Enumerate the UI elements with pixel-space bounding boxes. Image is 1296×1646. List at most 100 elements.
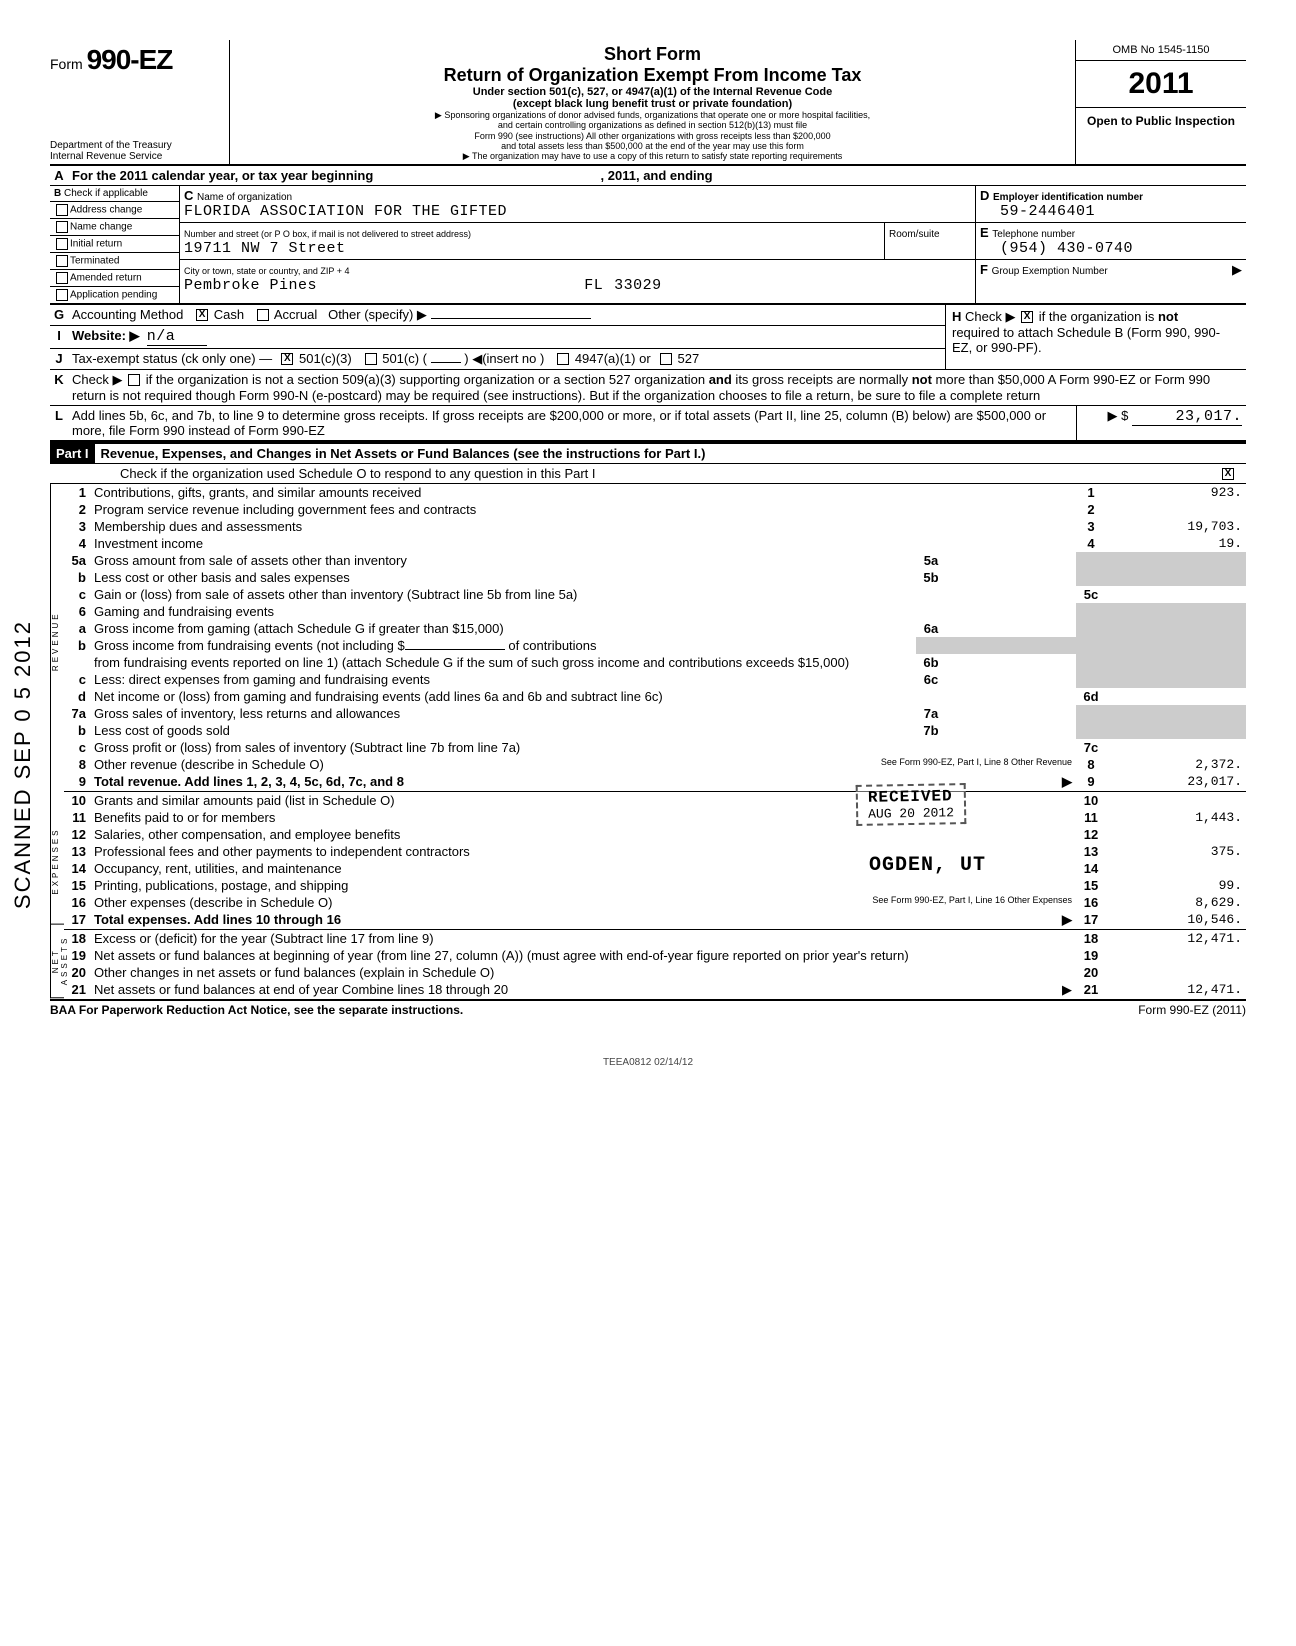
mb5a: 5a: [916, 552, 946, 569]
shade7: [1076, 705, 1106, 739]
d9: Total revenue. Add lines 1, 2, 3, 4, 5c,…: [94, 774, 404, 789]
e-label: Telephone number: [992, 229, 1075, 240]
h-not: not: [1158, 309, 1178, 324]
g-other-input[interactable]: [431, 318, 591, 319]
d7a: Gross sales of inventory, less returns a…: [90, 705, 916, 722]
phone: (954) 430-0740: [980, 240, 1133, 257]
ma7a: [946, 705, 1076, 722]
b21: 21: [1076, 981, 1106, 999]
chk-4947[interactable]: [557, 353, 569, 365]
form-number-block: Form 990-EZ: [50, 44, 223, 76]
chk-terminated[interactable]: [56, 255, 68, 267]
form-number: 990-EZ: [87, 44, 173, 75]
d12: Salaries, other compensation, and employ…: [90, 826, 1076, 843]
label-k: K: [50, 370, 68, 405]
n6d: d: [64, 688, 90, 705]
n12: 12: [64, 826, 90, 843]
n20: 20: [64, 964, 90, 981]
part1-label: Part I: [50, 444, 95, 463]
n6: 6: [64, 603, 90, 620]
f-arrow: ▶: [1232, 262, 1242, 278]
note16: See Form 990-EZ, Part I, Line 16 Other E…: [872, 895, 1072, 905]
b3: 3: [1076, 518, 1106, 535]
chk-h[interactable]: X: [1021, 311, 1033, 323]
a14: [1106, 860, 1246, 877]
chk-k[interactable]: [128, 374, 140, 386]
n13: 13: [64, 843, 90, 860]
tax-year: 2011: [1076, 61, 1246, 108]
label-c: C: [184, 188, 193, 203]
row-6: 6Gaming and fundraising events: [64, 603, 1246, 620]
part1-body: REVENUE EXPENSES NET ASSETS RECEIVED AUG…: [50, 484, 1246, 1001]
d5c: Gain or (loss) from sale of assets other…: [90, 586, 1076, 603]
n6c: c: [64, 671, 90, 688]
a6d: [1106, 688, 1246, 705]
a17: 10,546.: [1106, 911, 1246, 930]
chk-accrual[interactable]: [257, 309, 269, 321]
header-note3: Form 990 (see instructions) All other or…: [238, 131, 1067, 141]
org-street: 19711 NW 7 Street: [184, 240, 346, 257]
org-city: Pembroke Pines: [184, 277, 317, 294]
label-d: D: [980, 188, 989, 203]
opt-terminated: Terminated: [70, 255, 119, 266]
b1: 1: [1076, 484, 1106, 501]
line-i: I Website: ▶ n/a: [50, 326, 945, 349]
h-text1: Check ▶: [965, 309, 1015, 324]
line-h: H Check ▶ X if the organization is not r…: [946, 305, 1246, 370]
row-3: 3Membership dues and assessments319,703.: [64, 518, 1246, 535]
line-k: K Check ▶ if the organization is not a s…: [50, 370, 1246, 406]
row-7c: cGross profit or (loss) from sales of in…: [64, 739, 1246, 756]
row-10: 10Grants and similar amounts paid (list …: [64, 791, 1246, 809]
a5c: [1106, 586, 1246, 603]
dept-line2: Internal Revenue Service: [50, 151, 223, 162]
header-note4: and total assets less than $500,000 at t…: [238, 141, 1067, 151]
b11: 11: [1076, 809, 1106, 826]
n21: 21: [64, 981, 90, 999]
b2: 2: [1076, 501, 1106, 518]
opt-app-pending: Application pending: [70, 289, 157, 300]
chk-name-change[interactable]: [56, 221, 68, 233]
chk-schedule-o[interactable]: X: [1222, 468, 1234, 480]
dept-line1: Department of the Treasury: [50, 140, 223, 151]
a19: [1106, 947, 1246, 964]
b-check-label: Check if applicable: [64, 188, 148, 199]
row-18: 18Excess or (deficit) for the year (Subt…: [64, 929, 1246, 947]
side-revenue: REVENUE: [50, 484, 64, 798]
n1: 1: [64, 484, 90, 501]
chk-527[interactable]: [660, 353, 672, 365]
chk-501c3[interactable]: X: [281, 353, 293, 365]
d3: Membership dues and assessments: [90, 518, 1076, 535]
chk-app-pending[interactable]: [56, 289, 68, 301]
row-5a: 5aGross amount from sale of assets other…: [64, 552, 1246, 569]
j-insert: ) ◀(insert no ): [464, 351, 544, 366]
chk-initial-return[interactable]: [56, 238, 68, 250]
part1-check-row: Check if the organization used Schedule …: [50, 464, 1246, 484]
b14: 14: [1076, 860, 1106, 877]
chk-amended[interactable]: [56, 272, 68, 284]
j-527: 527: [678, 351, 700, 366]
entity-block: B Check if applicable Address change Nam…: [50, 186, 1246, 305]
software-id: TEEA0812 02/14/12: [50, 1057, 1246, 1068]
row-4: 4Investment income419.: [64, 535, 1246, 552]
header-note1: ▶ Sponsoring organizations of donor advi…: [238, 110, 1067, 120]
chk-cash[interactable]: X: [196, 309, 208, 321]
chk-address-change[interactable]: [56, 204, 68, 216]
row-1: 1Contributions, gifts, grants, and simil…: [64, 484, 1246, 501]
label-h: H: [952, 309, 961, 324]
a13: 375.: [1106, 843, 1246, 860]
ma5b: [946, 569, 1076, 586]
open-to-public: Open to Public Inspection: [1076, 108, 1246, 134]
j-insert-no[interactable]: [431, 362, 461, 363]
b9: 9: [1076, 773, 1106, 792]
d6b2: from fundraising events reported on line…: [90, 654, 916, 671]
form-header: Form 990-EZ Department of the Treasury I…: [50, 40, 1246, 166]
label-b: B: [54, 188, 61, 199]
b6d: 6d: [1076, 688, 1106, 705]
part1-table: 1Contributions, gifts, grants, and simil…: [64, 484, 1246, 999]
g-text: Accounting Method: [72, 307, 183, 322]
chk-501c[interactable]: [365, 353, 377, 365]
mb7a: 7a: [916, 705, 946, 722]
row-13: 13Professional fees and other payments t…: [64, 843, 1246, 860]
ogden-text: OGDEN, UT: [869, 854, 986, 877]
room-suite-label: Room/suite: [889, 229, 940, 240]
